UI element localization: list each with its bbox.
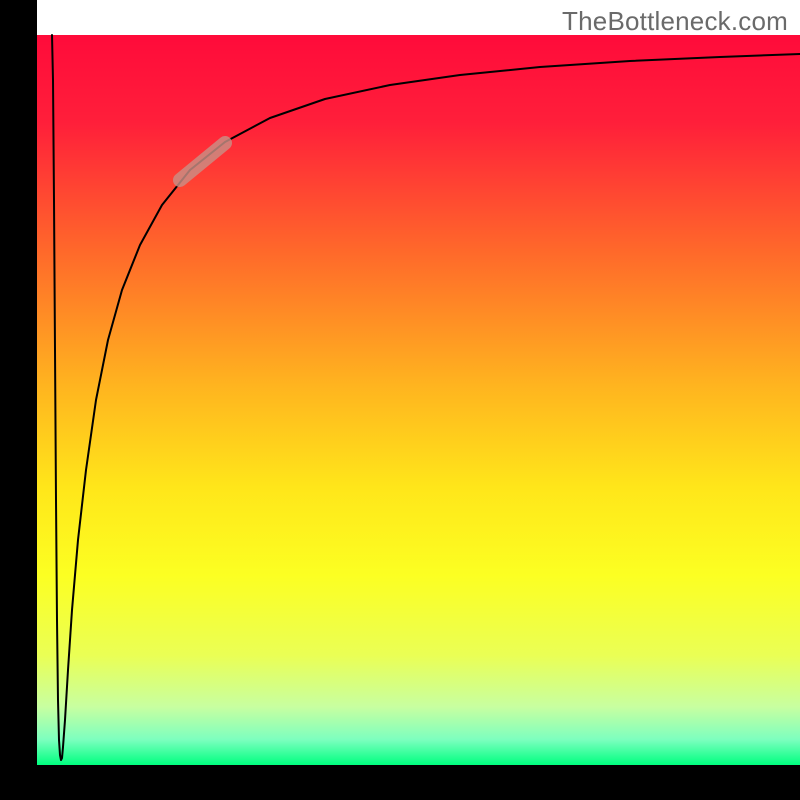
left-border-block bbox=[0, 0, 37, 800]
watermark-text: TheBottleneck.com bbox=[562, 6, 788, 37]
plot-area-gradient bbox=[37, 35, 800, 765]
chart-container: TheBottleneck.com bbox=[0, 0, 800, 800]
bottom-border-block bbox=[0, 765, 800, 800]
chart-svg bbox=[0, 0, 800, 800]
